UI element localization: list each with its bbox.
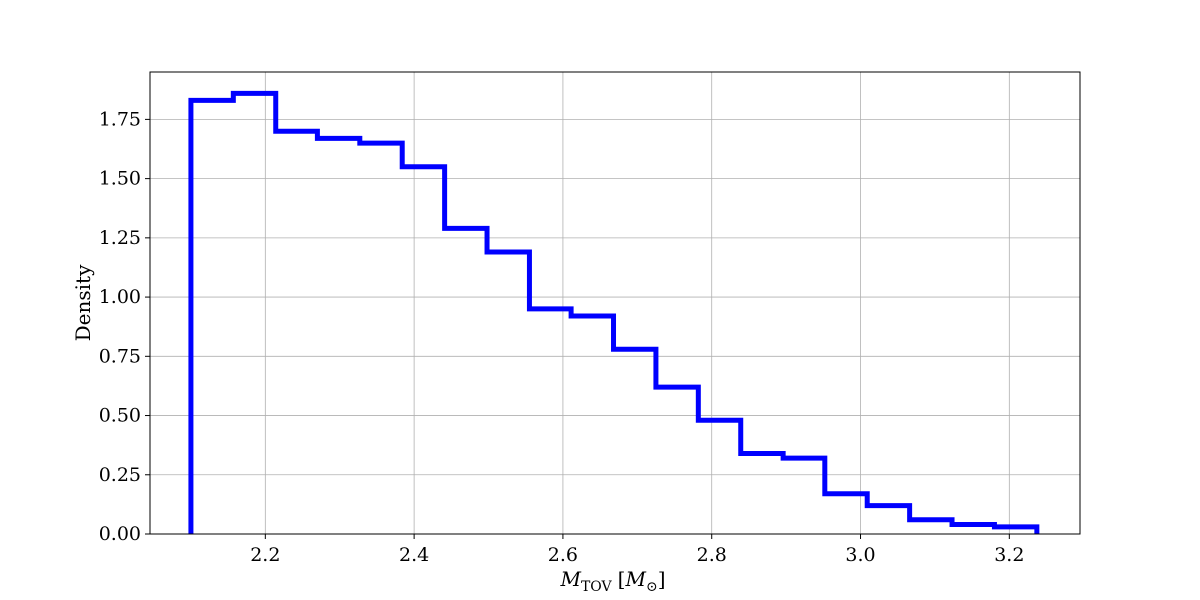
x-axis-label: MTOV [M⊙] xyxy=(559,567,665,595)
grid xyxy=(150,72,1080,535)
histogram-step-line xyxy=(188,90,1040,534)
x-tick-label: 2.8 xyxy=(697,544,727,566)
y-tick-label: 0.00 xyxy=(99,523,141,545)
x-axis-ticks: 2.2 2.4 2.6 2.8 3.0 3.2 xyxy=(250,534,1024,566)
x-tick-label: 2.6 xyxy=(548,544,578,566)
x-tick-label: 2.4 xyxy=(399,544,429,566)
y-axis-ticks: 0.00 0.25 0.50 0.75 1.00 1.25 1.50 1.75 xyxy=(99,108,150,545)
y-tick-label: 0.25 xyxy=(99,464,141,486)
y-tick-label: 1.50 xyxy=(99,168,141,190)
y-axis-label: Density xyxy=(71,264,95,341)
y-tick-label: 1.75 xyxy=(99,108,141,130)
plot-frame xyxy=(149,71,1081,535)
x-tick-label: 3.0 xyxy=(845,544,875,566)
y-tick-label: 1.25 xyxy=(99,227,141,249)
y-tick-label: 0.75 xyxy=(99,345,141,367)
y-tick-label: 1.00 xyxy=(99,286,141,308)
y-tick-label: 0.50 xyxy=(99,405,141,427)
x-tick-label: 3.2 xyxy=(994,544,1024,566)
x-tick-label: 2.2 xyxy=(250,544,280,566)
